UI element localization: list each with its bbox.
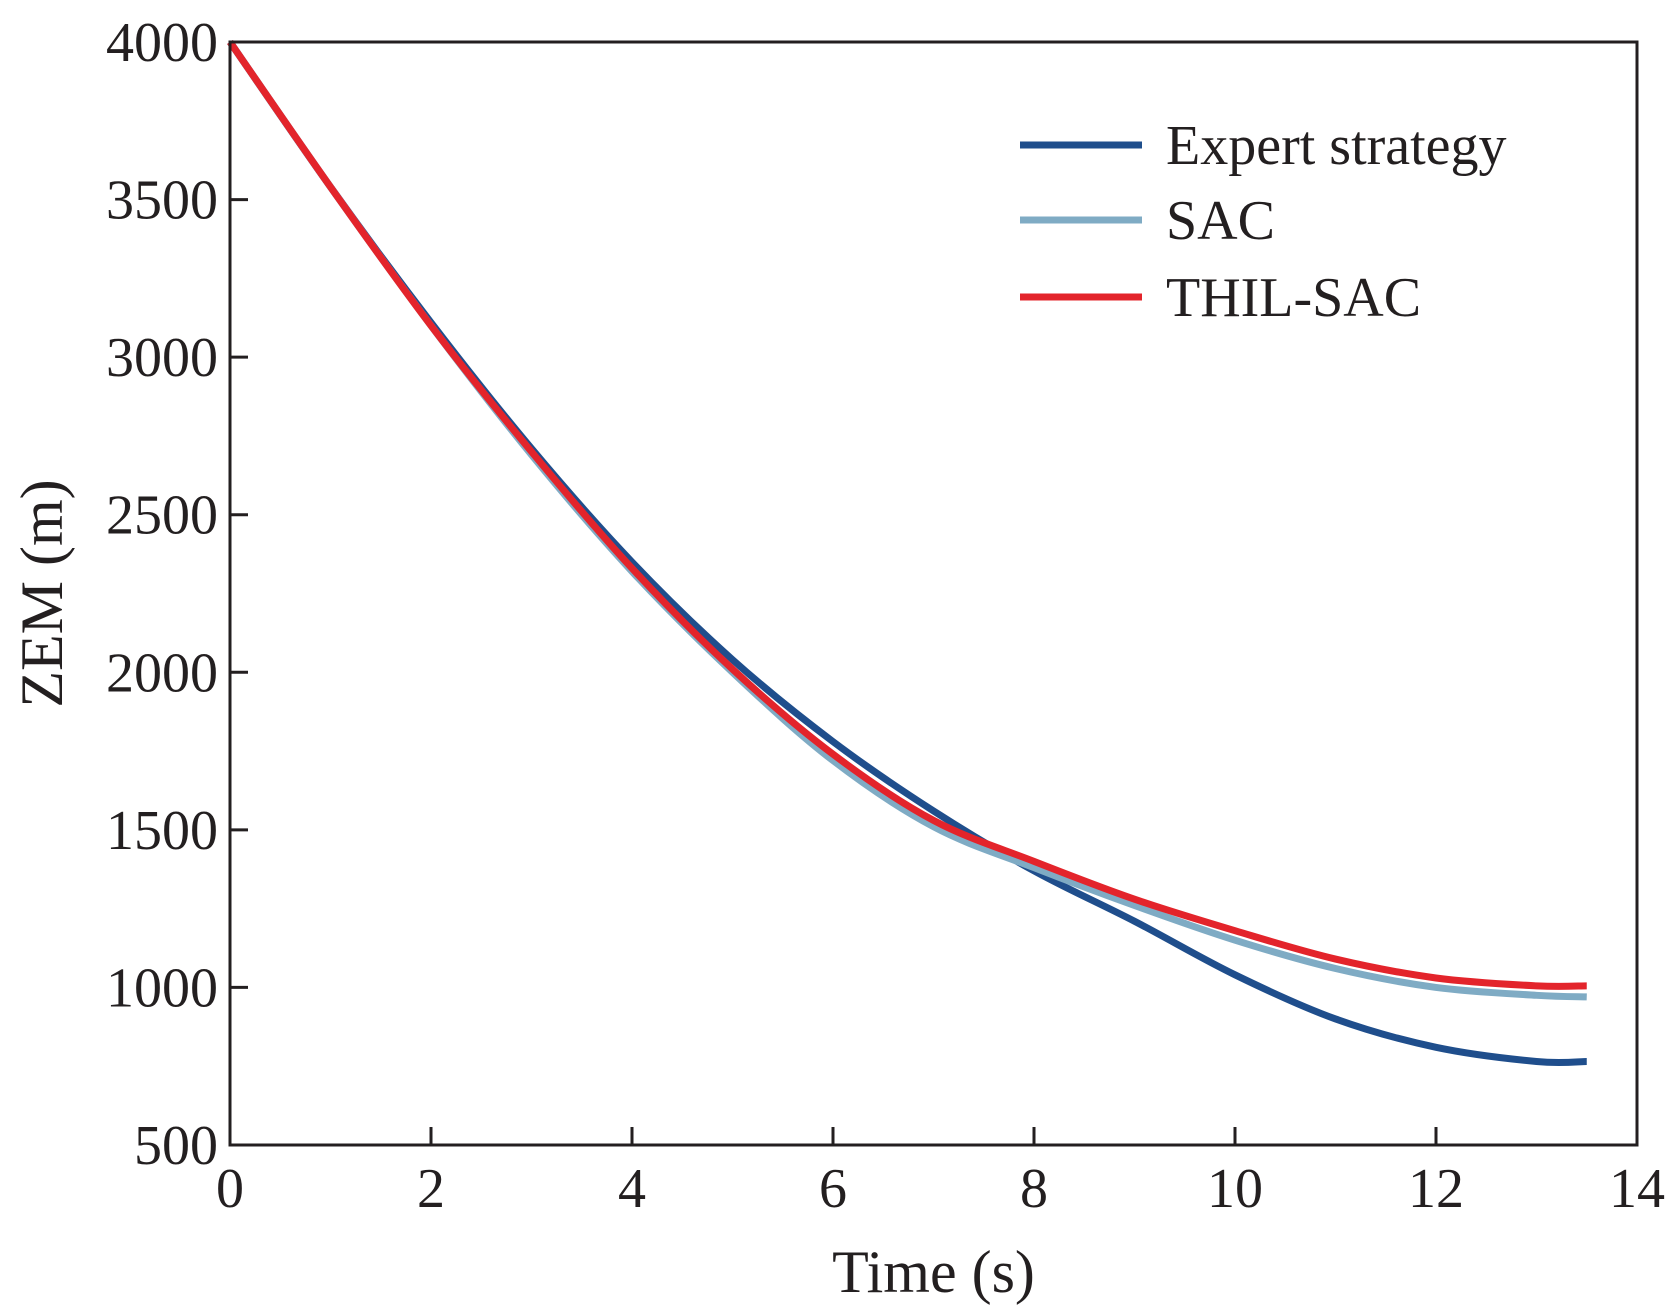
y-tick-label: 3500 bbox=[106, 170, 218, 232]
legend: Expert strategy SAC THIL-SAC bbox=[1020, 115, 1507, 329]
y-tick-label: 1500 bbox=[106, 800, 218, 862]
x-axis-title: Time (s) bbox=[832, 1239, 1035, 1305]
x-tick-label: 10 bbox=[1207, 1158, 1263, 1220]
series-line-thil-sac bbox=[227, 40, 1587, 990]
legend-label-thil-sac: THIL-SAC bbox=[1166, 267, 1421, 329]
y-tick-label: 4000 bbox=[106, 12, 218, 74]
y-tick-label: 500 bbox=[134, 1115, 218, 1177]
x-tick-label: 8 bbox=[1020, 1158, 1048, 1220]
y-axis-title: ZEM (m) bbox=[9, 479, 75, 707]
legend-label-expert-strategy: Expert strategy bbox=[1166, 115, 1507, 177]
x-tick-label: 12 bbox=[1408, 1158, 1464, 1220]
x-tick-label: 2 bbox=[417, 1158, 445, 1220]
x-tick-label: 14 bbox=[1609, 1158, 1665, 1220]
plot-frame bbox=[228, 40, 1639, 1147]
y-tick-label: 2000 bbox=[106, 642, 218, 704]
legend-label-sac: SAC bbox=[1166, 190, 1275, 252]
y-tick-label: 1000 bbox=[106, 957, 218, 1019]
x-tick-label: 6 bbox=[819, 1158, 847, 1220]
series-layer bbox=[227, 40, 1587, 1067]
y-tick-label: 3000 bbox=[106, 327, 218, 389]
axes-layer: 0 2 4 6 8 10 12 14 500 1000 1500 2000 2500 3000 3500 40… bbox=[106, 12, 1665, 1220]
y-tick-label: 2500 bbox=[106, 485, 218, 547]
x-tick-label: 0 bbox=[216, 1158, 244, 1220]
x-tick-label: 4 bbox=[618, 1158, 646, 1220]
